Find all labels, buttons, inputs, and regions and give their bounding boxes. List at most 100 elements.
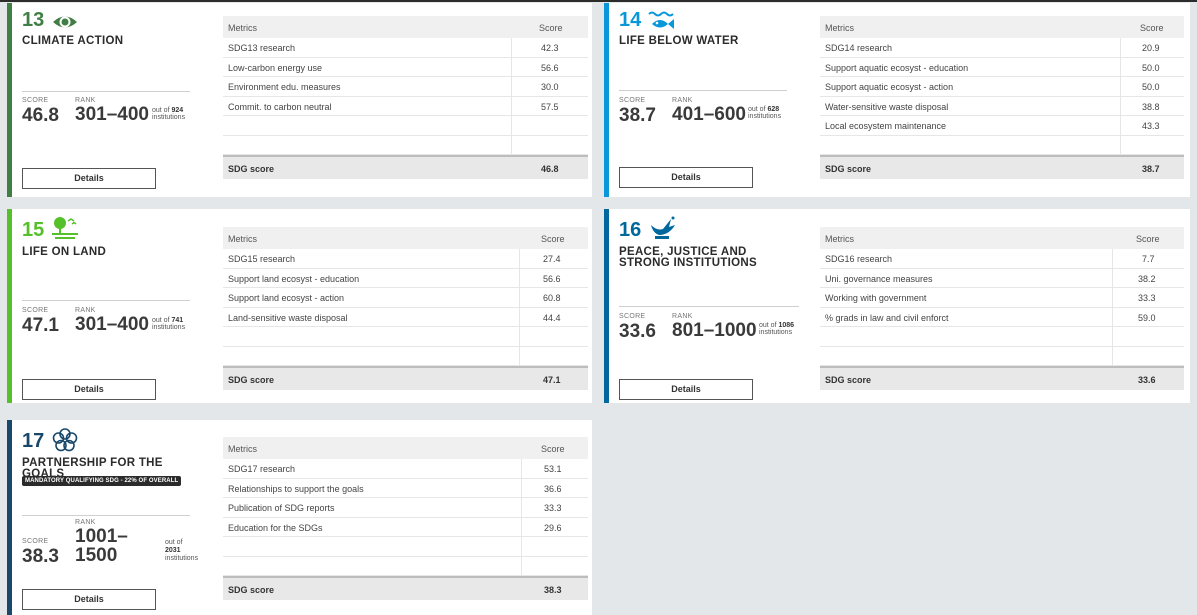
table-row: Commit. to carbon neutral 57.5 bbox=[223, 96, 588, 116]
sdg-summary: 15 LIFE ON LAND SCORE RANK 47.1 301–400 … bbox=[22, 209, 202, 403]
sdg-card-14: 14 LIFE BELOW WATER SCORE RANK 38.7 401–… bbox=[604, 3, 1190, 197]
score-label: SCORE bbox=[22, 538, 49, 545]
table-row: Environment edu. measures 30.0 bbox=[223, 77, 588, 97]
table-row: Education for the SDGs 29.6 bbox=[223, 517, 588, 537]
goal-title: PEACE, JUSTICE AND STRONG INSTITUTIONS bbox=[619, 246, 757, 269]
table-row: Support aquatic ecosyst - action 50.0 bbox=[820, 77, 1184, 97]
sdg-card-13: 13 CLIMATE ACTION SCORE RANK 46.8 301–40… bbox=[7, 3, 592, 197]
score-label: SCORE bbox=[22, 97, 49, 104]
sdg-card-16: 16 PEACE, JUSTICE AND STRONG INSTITUTION… bbox=[604, 209, 1190, 403]
out-of-institutions: out of 741 institutions bbox=[152, 317, 186, 331]
rank-label: RANK bbox=[672, 313, 693, 320]
table-header: Metrics Score bbox=[820, 16, 1184, 38]
score-value: 38.3 bbox=[22, 546, 59, 567]
table-row: Land-sensitive waste disposal 44.4 bbox=[223, 307, 588, 327]
rank-value: 301–400 bbox=[75, 314, 149, 335]
sdg-score-row: SDG score 46.8 bbox=[223, 155, 588, 179]
table-row-empty bbox=[223, 537, 588, 557]
metrics-table: Metrics Score SDG14 research 20.9 Support… bbox=[820, 16, 1184, 179]
out-of-institutions: out of 1086 institutions bbox=[759, 322, 795, 336]
eye-globe-icon bbox=[53, 16, 77, 28]
score-value: 46.8 bbox=[22, 105, 59, 126]
metrics-table: Metrics Score SDG15 research 27.4 Support… bbox=[223, 227, 588, 390]
table-header: Metrics Score bbox=[223, 227, 588, 249]
table-row: SDG17 research 53.1 bbox=[223, 459, 588, 479]
score-label: SCORE bbox=[619, 97, 646, 104]
table-row: SDG13 research 42.3 bbox=[223, 38, 588, 58]
details-button[interactable]: Details bbox=[22, 379, 156, 400]
score-label: SCORE bbox=[22, 307, 49, 314]
fish-waves-icon bbox=[648, 11, 674, 29]
rank-label: RANK bbox=[75, 519, 96, 526]
table-row: Support aquatic ecosyst - education 50.0 bbox=[820, 57, 1184, 77]
goal-number: 14 bbox=[619, 9, 642, 31]
goal-title: LIFE BELOW WATER bbox=[619, 35, 739, 47]
sdg-summary: 17 PARTNERSHIP FOR THE GOALS MANDATORY Q… bbox=[22, 420, 202, 615]
rank-label: RANK bbox=[75, 97, 96, 104]
table-row: Relationships to support the goals 36.6 bbox=[223, 478, 588, 498]
details-button[interactable]: Details bbox=[619, 167, 753, 188]
table-row: Uni. governance measures 38.2 bbox=[820, 268, 1184, 288]
sdg-summary: 13 CLIMATE ACTION SCORE RANK 46.8 301–40… bbox=[22, 3, 202, 197]
goal-number: 17 bbox=[22, 430, 45, 452]
table-header: Metrics Score bbox=[820, 227, 1184, 249]
table-row: Support land ecosyst - action 60.8 bbox=[223, 288, 588, 308]
table-header: Metrics Score bbox=[223, 16, 588, 38]
divider bbox=[619, 306, 799, 307]
table-row: % grads in law and civil enforct 59.0 bbox=[820, 307, 1184, 327]
divider bbox=[22, 91, 190, 92]
goal-number: 15 bbox=[22, 219, 45, 241]
table-row-empty bbox=[223, 116, 588, 136]
metrics-table: Metrics Score SDG17 research 53.1 Relatio… bbox=[223, 437, 588, 600]
goal-title: LIFE ON LAND bbox=[22, 246, 107, 258]
goal-title: PARTNERSHIP FOR THE GOALS bbox=[22, 457, 163, 480]
divider bbox=[619, 90, 787, 91]
top-border bbox=[0, 0, 1197, 2]
goal-title: CLIMATE ACTION bbox=[22, 35, 124, 47]
goal-number: 13 bbox=[22, 9, 45, 31]
table-header: Metrics Score bbox=[223, 437, 588, 459]
table-row-empty bbox=[820, 327, 1184, 347]
rank-label: RANK bbox=[672, 97, 693, 104]
score-value: 47.1 bbox=[22, 315, 59, 336]
goal-number: 16 bbox=[619, 219, 642, 241]
sdg-card-17: 17 PARTNERSHIP FOR THE GOALS MANDATORY Q… bbox=[7, 420, 592, 615]
sdg-score-row: SDG score 38.3 bbox=[223, 576, 588, 600]
details-button[interactable]: Details bbox=[619, 379, 753, 400]
divider bbox=[22, 300, 190, 301]
metrics-table: Metrics Score SDG13 research 42.3 Low-car… bbox=[223, 16, 588, 179]
out-of-institutions: out of 2031 institutions bbox=[165, 539, 199, 562]
table-row-empty bbox=[223, 556, 588, 576]
table-row: Water-sensitive waste disposal 38.8 bbox=[820, 96, 1184, 116]
table-row: Low-carbon energy use 56.6 bbox=[223, 57, 588, 77]
metrics-table: Metrics Score SDG16 research 7.7 Uni. gov… bbox=[820, 227, 1184, 390]
rank-value-line2: 1500 bbox=[75, 545, 118, 566]
details-button[interactable]: Details bbox=[22, 589, 156, 610]
sdg-score-row: SDG score 33.6 bbox=[820, 366, 1184, 390]
out-of-institutions: out of 628 institutions bbox=[748, 106, 782, 120]
out-of-institutions: out of 924 institutions bbox=[152, 107, 186, 121]
table-row: Publication of SDG reports 33.3 bbox=[223, 498, 588, 518]
table-row-empty bbox=[223, 346, 588, 366]
table-row: Local ecosystem maintenance 43.3 bbox=[820, 116, 1184, 136]
details-button[interactable]: Details bbox=[22, 168, 156, 189]
divider bbox=[22, 515, 190, 516]
sdg-summary: 16 PEACE, JUSTICE AND STRONG INSTITUTION… bbox=[619, 209, 799, 403]
table-row: SDG15 research 27.4 bbox=[223, 249, 588, 269]
score-value: 33.6 bbox=[619, 321, 656, 342]
score-value: 38.7 bbox=[619, 105, 656, 126]
table-row-empty bbox=[223, 327, 588, 347]
rank-value: 401–600 bbox=[672, 104, 746, 125]
sdg-score-row: SDG score 38.7 bbox=[820, 155, 1184, 179]
sdg-summary: 14 LIFE BELOW WATER SCORE RANK 38.7 401–… bbox=[619, 3, 799, 197]
table-row-empty bbox=[223, 135, 588, 155]
table-row: SDG14 research 20.9 bbox=[820, 38, 1184, 58]
table-row-empty bbox=[820, 135, 1184, 155]
rank-value: 301–400 bbox=[75, 104, 149, 125]
flower-rings-icon bbox=[52, 428, 78, 452]
rank-value-line1: 1001– bbox=[75, 526, 128, 547]
mandatory-badge: MANDATORY QUALIFYING SDG - 22% OF OVERAL… bbox=[22, 476, 182, 486]
tree-birds-icon bbox=[52, 217, 78, 239]
dove-gavel-icon bbox=[651, 216, 675, 239]
table-row-empty bbox=[820, 346, 1184, 366]
